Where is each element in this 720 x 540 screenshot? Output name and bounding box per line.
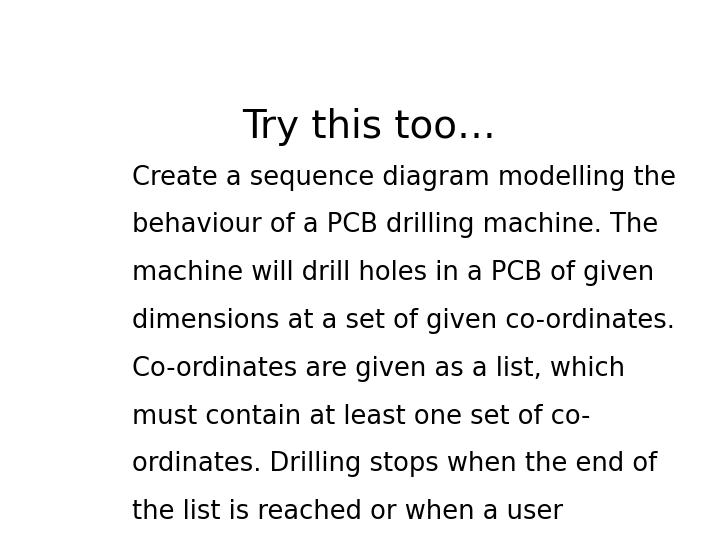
Text: must contain at least one set of co-: must contain at least one set of co- xyxy=(132,404,590,430)
Text: dimensions at a set of given co-ordinates.: dimensions at a set of given co-ordinate… xyxy=(132,308,675,334)
Text: Try this too…: Try this too… xyxy=(242,109,496,146)
Text: Co-ordinates are given as a list, which: Co-ordinates are given as a list, which xyxy=(132,356,625,382)
Text: machine will drill holes in a PCB of given: machine will drill holes in a PCB of giv… xyxy=(132,260,654,286)
Text: Create a sequence diagram modelling the: Create a sequence diagram modelling the xyxy=(132,165,676,191)
Text: the list is reached or when a user: the list is reached or when a user xyxy=(132,500,563,525)
Text: ordinates. Drilling stops when the end of: ordinates. Drilling stops when the end o… xyxy=(132,451,657,477)
Text: behaviour of a PCB drilling machine. The: behaviour of a PCB drilling machine. The xyxy=(132,212,658,238)
